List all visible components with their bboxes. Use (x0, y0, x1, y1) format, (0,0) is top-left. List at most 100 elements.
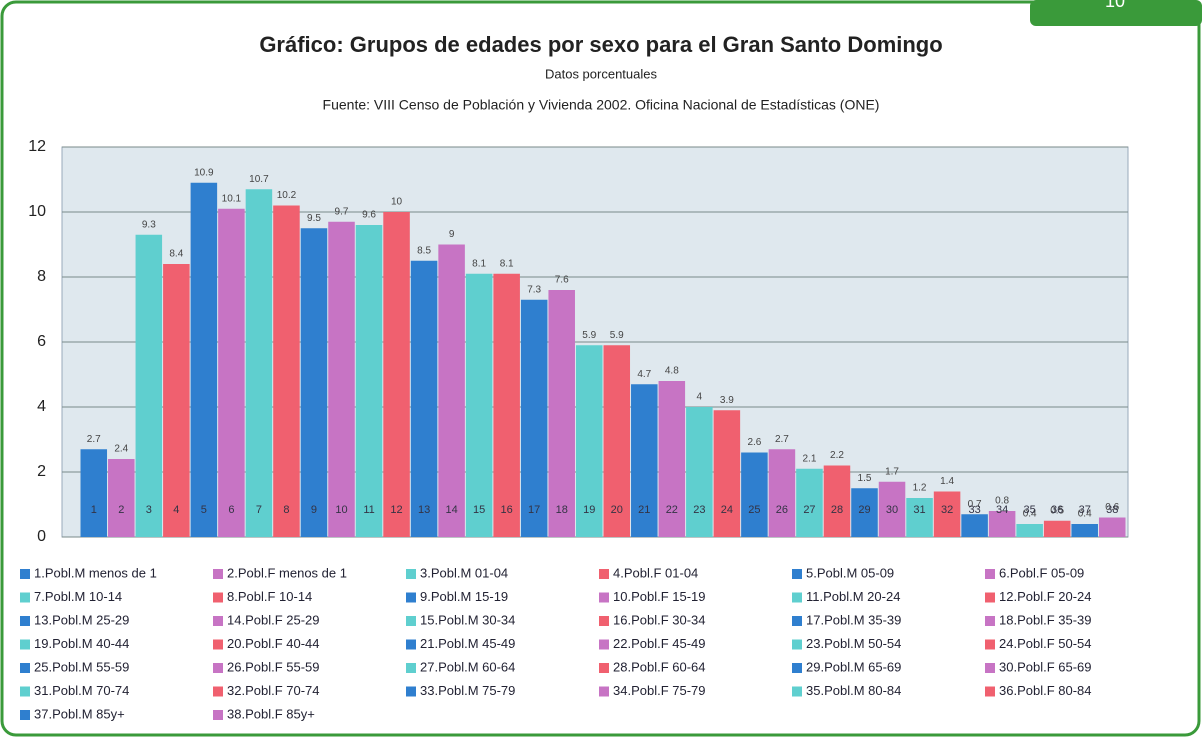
bar (383, 212, 410, 537)
legend-label: 23.Pobl.M 50-54 (806, 636, 901, 651)
legend-swatch (20, 710, 30, 720)
legend-swatch (985, 569, 995, 579)
value-label: 0.4 (1023, 509, 1037, 520)
value-label: 4 (697, 392, 703, 403)
legend-swatch (792, 639, 802, 650)
bar (355, 225, 383, 537)
bar (493, 273, 520, 537)
legend-swatch (213, 592, 223, 603)
legend-label: 24.Pobl.F 50-54 (999, 636, 1092, 651)
legend-swatch (599, 639, 609, 650)
bar-number: 15 (473, 504, 485, 516)
bar-number: 21 (638, 504, 650, 516)
y-tick-label: 4 (37, 398, 46, 415)
value-label: 1.4 (940, 476, 954, 487)
bar-number: 9 (311, 504, 317, 516)
legend-swatch (599, 569, 609, 579)
legend-swatch (792, 592, 802, 603)
legend-label: 21.Pobl.M 45-49 (420, 636, 515, 651)
legend-label: 30.Pobl.F 65-69 (999, 659, 1092, 674)
bar (190, 182, 218, 537)
bar (1071, 524, 1098, 537)
legend-swatch (599, 616, 609, 626)
bar-number: 37 (1079, 504, 1091, 516)
legend-label: 7.Pobl.M 10-14 (34, 589, 122, 604)
bar (603, 345, 631, 537)
legend-label: 9.Pobl.M 15-19 (420, 589, 508, 604)
legend-label: 15.Pobl.M 30-34 (420, 612, 515, 627)
value-label: 8.1 (500, 258, 514, 269)
value-label: 4.7 (637, 369, 651, 380)
bar (988, 511, 1016, 537)
value-label: 0.6 (1105, 502, 1119, 513)
bar-number: 28 (831, 504, 843, 516)
value-label: 0.8 (995, 496, 1009, 507)
legend-swatch (20, 616, 30, 626)
value-label: 0.4 (1078, 509, 1092, 520)
bar (768, 449, 796, 537)
value-label: 0.7 (968, 499, 982, 510)
bar-number: 27 (803, 504, 815, 516)
y-tick-label: 2 (37, 463, 46, 480)
bar (245, 189, 273, 537)
legend-label: 12.Pobl.F 20-24 (999, 589, 1092, 604)
legend-swatch (406, 592, 416, 603)
bar-number: 5 (201, 504, 207, 516)
legend-label: 34.Pobl.F 75-79 (613, 683, 706, 698)
value-label: 2.6 (747, 437, 761, 448)
value-label: 2.7 (775, 434, 789, 445)
legend-swatch (985, 663, 995, 673)
legend-swatch (20, 639, 30, 650)
bar-number: 6 (228, 504, 234, 516)
legend-label: 10.Pobl.F 15-19 (613, 589, 706, 604)
page-tab-text: 10 (1105, 0, 1125, 11)
bar-number: 10 (335, 504, 347, 516)
legend-swatch (20, 569, 30, 579)
bar (300, 228, 328, 537)
legend-swatch (213, 663, 223, 673)
chart-source: Fuente: VIII Censo de Población y Vivien… (323, 97, 880, 113)
value-label: 8.1 (472, 258, 486, 269)
value-label: 2.2 (830, 450, 844, 461)
legend-label: 18.Pobl.F 35-39 (999, 612, 1092, 627)
legend-label: 37.Pobl.M 85y+ (34, 706, 125, 721)
legend-label: 17.Pobl.M 35-39 (806, 612, 901, 627)
bar (1016, 524, 1043, 537)
legend-swatch (792, 616, 802, 626)
bar-number: 22 (666, 504, 678, 516)
bar-number: 19 (583, 504, 595, 516)
legend-swatch (406, 569, 416, 579)
legend-label: 1.Pobl.M menos de 1 (34, 565, 157, 580)
page-tab (1030, 0, 1202, 26)
bar-number: 35 (1024, 504, 1036, 516)
bar-number: 32 (941, 504, 953, 516)
legend-label: 5.Pobl.M 05-09 (806, 565, 894, 580)
bar (1043, 520, 1071, 537)
bar-number: 3 (146, 504, 152, 516)
value-label: 10.9 (194, 167, 214, 178)
value-label: 9.6 (362, 210, 376, 221)
bar (823, 465, 851, 537)
bar-number: 1 (91, 504, 97, 516)
y-tick-label: 10 (28, 203, 46, 220)
bar-number: 25 (748, 504, 760, 516)
value-label: 8.5 (417, 245, 431, 256)
legend-label: 35.Pobl.M 80-84 (806, 683, 901, 698)
bar-number: 26 (776, 504, 788, 516)
value-label: 9.3 (142, 219, 156, 230)
legend-swatch (985, 686, 995, 697)
legend-label: 13.Pobl.M 25-29 (34, 612, 129, 627)
y-tick-label: 8 (37, 268, 46, 285)
bar (1098, 517, 1126, 537)
value-label: 9 (449, 229, 455, 240)
legend-swatch (406, 686, 416, 697)
bar (80, 449, 108, 537)
value-label: 9.7 (335, 206, 349, 217)
bar-number: 8 (283, 504, 289, 516)
bar (933, 491, 961, 537)
bar (741, 452, 768, 537)
chart-title: Gráfico: Grupos de edades por sexo para … (259, 32, 942, 57)
bar (163, 264, 190, 537)
value-label: 5.9 (610, 330, 624, 341)
